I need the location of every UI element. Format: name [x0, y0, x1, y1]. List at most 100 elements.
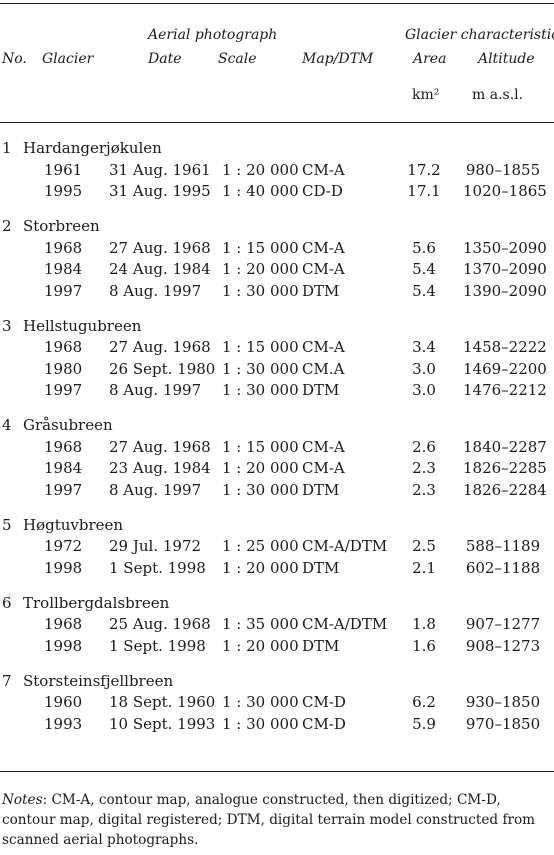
glacier-number: 5: [2, 515, 12, 534]
glacier-name: Hardangerjøkulen: [23, 139, 162, 157]
cell-scale: 1 : 30 000: [222, 359, 299, 378]
glacier-name: Høgtuvbreen: [23, 515, 124, 534]
cell-altitude: 1840–2287: [463, 437, 547, 456]
cell-area: 5.4: [412, 260, 436, 278]
cell-scale: 1 : 30 000: [222, 714, 299, 733]
cell-date: 18 Sept. 1960: [109, 693, 216, 711]
cell-area: 5.6: [412, 238, 436, 257]
header-scale: Scale: [218, 51, 257, 67]
cell-altitude: 1458–2222: [463, 338, 547, 356]
cell-year: 1968: [44, 437, 83, 456]
cell-scale: 1 : 30 000: [222, 480, 299, 499]
header-area-unit: km²: [412, 87, 440, 103]
cell-year: 1968: [44, 338, 83, 356]
glacier-number: 4: [2, 416, 12, 434]
cell-map-dtm: CM-A/DTM: [302, 615, 388, 633]
cell-area: 2.3: [412, 480, 436, 499]
cell-year: 1997: [44, 381, 83, 399]
cell-date: 25 Aug. 1968: [109, 615, 211, 633]
cell-scale: 1 : 20 000: [222, 459, 299, 477]
cell-scale: 1 : 30 000: [222, 281, 299, 300]
header-altitude: Altitude: [478, 51, 535, 67]
cell-area: 3.0: [412, 381, 436, 399]
cell-year: 1984: [44, 459, 83, 477]
glacier-number: 3: [2, 316, 12, 335]
cell-year: 1998: [44, 558, 83, 577]
header-glacier: Glacier: [42, 51, 94, 67]
cell-date: 23 Aug. 1984: [109, 459, 211, 477]
cell-altitude: 980–1855: [465, 160, 541, 179]
cell-year: 1980: [44, 359, 83, 378]
cell-year: 1972: [44, 537, 83, 555]
cell-year: 1968: [44, 615, 83, 633]
cell-scale: 1 : 15 000: [222, 238, 299, 257]
table-notes: Notes: CM-A, contour map, analogue const…: [2, 790, 550, 850]
cell-map-dtm: DTM: [302, 381, 340, 399]
cell-date: 8 Aug. 1997: [109, 480, 202, 499]
cell-year: 1993: [44, 714, 83, 733]
cell-altitude: 1370–2090: [463, 260, 547, 278]
cell-area: 1.6: [412, 636, 436, 655]
cell-scale: 1 : 30 000: [222, 381, 299, 399]
cell-year: 1961: [44, 160, 83, 179]
header-map-dtm: Map/DTM: [302, 51, 374, 67]
cell-scale: 1 : 25 000: [222, 537, 299, 555]
cell-year: 1997: [44, 281, 83, 300]
cell-altitude: 907–1277: [465, 615, 541, 633]
cell-map-dtm: CM-A: [302, 160, 345, 179]
cell-map-dtm: DTM: [302, 480, 340, 499]
cell-scale: 1 : 30 000: [222, 693, 299, 711]
cell-date: 31 Aug. 1995: [109, 182, 211, 200]
cell-altitude: 930–1850: [465, 693, 541, 711]
cell-map-dtm: CM-A: [302, 437, 345, 456]
cell-scale: 1 : 20 000: [222, 558, 299, 577]
cell-date: 27 Aug. 1968: [109, 437, 211, 456]
notes-label: Notes: [2, 792, 43, 808]
cell-date: 24 Aug. 1984: [109, 260, 211, 278]
glacier-number: 6: [2, 593, 12, 612]
cell-altitude: 1469–2200: [463, 359, 547, 378]
top-rule: [0, 3, 554, 4]
cell-map-dtm: CM-D: [302, 714, 346, 733]
cell-scale: 1 : 20 000: [222, 260, 299, 278]
cell-map-dtm: CM-A: [302, 459, 345, 477]
glacier-number: 1: [2, 139, 12, 157]
cell-map-dtm: DTM: [302, 281, 340, 300]
glacier-number: 7: [2, 671, 12, 690]
cell-area: 1.8: [412, 615, 436, 633]
header-no: No.: [2, 51, 27, 67]
header-glacier-characteristics: Glacier characteristics: [405, 27, 554, 43]
cell-date: 10 Sept. 1993: [109, 714, 216, 733]
bottom-rule: [0, 771, 554, 772]
header-aerial-photograph: Aerial photograph: [148, 27, 278, 43]
cell-altitude: 1020–1865: [463, 182, 547, 200]
cell-scale: 1 : 20 000: [222, 636, 299, 655]
cell-altitude: 588–1189: [465, 537, 541, 555]
cell-altitude: 602–1188: [465, 558, 541, 577]
glacier-name: Storsteinsfjellbreen: [23, 671, 174, 690]
cell-altitude: 1476–2212: [463, 381, 547, 399]
cell-date: 26 Sept. 1980: [109, 359, 216, 378]
cell-date: 8 Aug. 1997: [109, 281, 202, 300]
cell-date: 31 Aug. 1961: [109, 160, 211, 179]
cell-date: 1 Sept. 1998: [109, 636, 206, 655]
cell-area: 3.4: [412, 338, 436, 356]
cell-map-dtm: CD-D: [302, 182, 343, 200]
cell-year: 1995: [44, 182, 83, 200]
header-rule: [0, 122, 554, 123]
cell-area: 5.4: [412, 281, 436, 300]
cell-year: 1997: [44, 480, 83, 499]
glacier-name: Storbreen: [23, 217, 100, 235]
cell-map-dtm: CM-D: [302, 693, 346, 711]
cell-area: 3.0: [412, 359, 436, 378]
notes-text: : CM-A, contour map, analogue constructe…: [2, 792, 536, 848]
cell-altitude: 970–1850: [465, 714, 541, 733]
cell-area: 2.6: [412, 437, 436, 456]
cell-map-dtm: DTM: [302, 636, 340, 655]
cell-map-dtm: CM-A: [302, 260, 345, 278]
cell-map-dtm: DTM: [302, 558, 340, 577]
cell-date: 27 Aug. 1968: [109, 238, 211, 257]
cell-year: 1968: [44, 238, 83, 257]
cell-map-dtm: CM-A: [302, 338, 345, 356]
cell-area: 2.1: [412, 558, 436, 577]
